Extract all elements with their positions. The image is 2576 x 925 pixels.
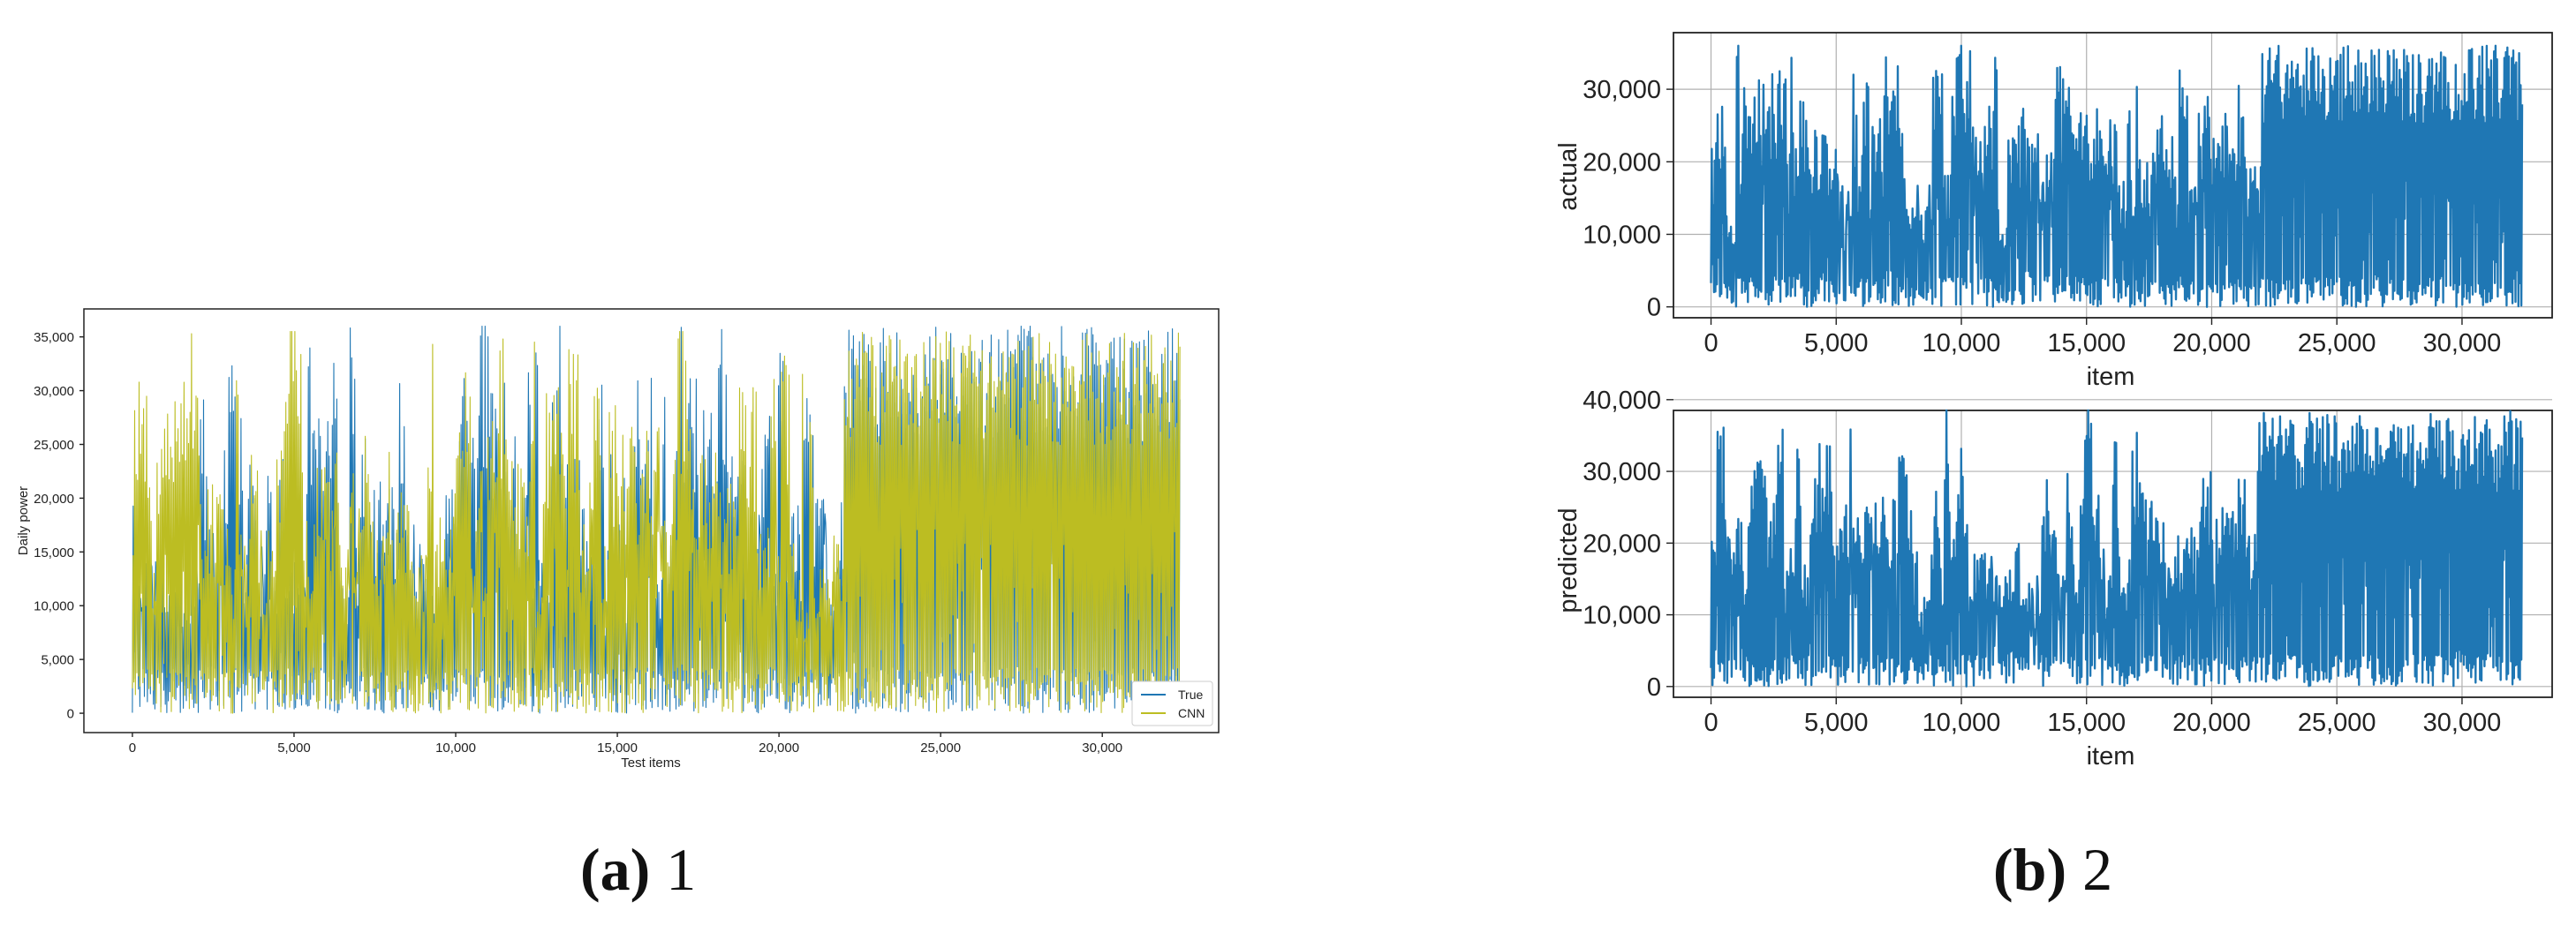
caption-b-text: 2	[2082, 836, 2112, 903]
panel-b-top-frame	[1673, 32, 2553, 319]
y-tick-label: 10,000	[1583, 602, 1661, 630]
y-tick-label: 15,000	[34, 545, 74, 560]
x-tick-label: 25,000	[2298, 329, 2376, 357]
x-tick-label: 15,000	[2047, 329, 2126, 357]
x-tick-label: 5,000	[277, 741, 311, 756]
y-tick-label: 10,000	[1583, 221, 1661, 249]
y-tick-label: 25,000	[34, 438, 74, 453]
series-line-main	[1710, 409, 2524, 688]
x-tick-label: 30,000	[2423, 709, 2502, 737]
x-tick-label: 30,000	[2423, 329, 2502, 357]
x-tick-label: 5,000	[1804, 329, 1869, 357]
panel-b-top-y-label: actual	[1554, 142, 1583, 210]
x-tick-label: 0	[1703, 709, 1718, 737]
y-tick-label: 40,000	[1583, 387, 1661, 415]
panel-a-chart: 0 5,000 10,000 15,000 20,000 25,000 30,000 35,0…	[16, 308, 1220, 771]
panel-a-legend: True CNN	[1131, 681, 1213, 726]
y-tick-label: 0	[67, 707, 74, 722]
panel-b-bottom-frame	[1673, 410, 2553, 698]
x-tick-label: 15,000	[597, 741, 638, 756]
panel-b-top-y-ticks: 0 10,000 20,000 30,000	[1583, 76, 1673, 322]
caption-a-letter: (a)	[580, 836, 650, 903]
legend-true-label: True	[1178, 688, 1203, 702]
caption-b: (b) 2	[1993, 836, 2112, 903]
legend-cnn-label: CNN	[1178, 706, 1205, 720]
y-tick-label: 35,000	[34, 330, 74, 345]
x-tick-label: 25,000	[920, 741, 961, 756]
caption-b-letter: (b)	[1993, 836, 2066, 903]
y-tick-label: 30,000	[1583, 458, 1661, 486]
x-tick-label: 0	[129, 741, 136, 756]
panel-b-bottom-y-ticks: 0 10,000 20,000 30,000 40,000	[1583, 387, 1673, 702]
panel-a-x-ticks: 0 5,000 10,000 15,000 20,000 25,000 30,000	[129, 733, 1122, 756]
panel-a-series-lines	[132, 325, 1181, 714]
x-tick-label: 0	[1703, 329, 1718, 357]
series-line-main	[1710, 44, 2524, 308]
y-tick-label: 20,000	[34, 492, 74, 507]
panel-a-y-label: Daily power	[16, 486, 31, 555]
panel-b-bottom-x-ticks: 0 5,000 10,000 15,000 20,000 25,000 30,000	[1703, 697, 2501, 737]
y-tick-label: 30,000	[34, 384, 74, 399]
x-tick-label: 10,000	[435, 741, 476, 756]
panel-b-top-x-ticks: 0 5,000 10,000 15,000 20,000 25,000 30,000	[1703, 318, 2501, 357]
panel-b-top-x-label: item	[2087, 363, 2135, 391]
panel-b-bottom-y-label: predicted	[1554, 508, 1583, 613]
x-tick-label: 20,000	[2172, 329, 2251, 357]
x-tick-label: 5,000	[1804, 709, 1869, 737]
x-tick-label: 20,000	[759, 741, 799, 756]
x-tick-label: 30,000	[1082, 741, 1122, 756]
panel-b-bottom-series-line	[1710, 409, 2524, 688]
x-tick-label: 10,000	[1923, 329, 2001, 357]
y-tick-label: 30,000	[1583, 76, 1661, 104]
x-tick-label: 20,000	[2172, 709, 2251, 737]
panel-b-bottom-x-label: item	[2087, 742, 2135, 771]
y-tick-label: 0	[1647, 673, 1661, 702]
series-line-cnn	[132, 331, 1181, 714]
x-tick-label: 25,000	[2298, 709, 2376, 737]
caption-a: (a) 1	[580, 836, 696, 903]
x-tick-label: 10,000	[1923, 709, 2001, 737]
caption-a-text: 1	[666, 836, 696, 903]
y-tick-label: 0	[1647, 294, 1661, 322]
panel-b-top-chart: 0 10,000 20,000 30,000 0 5,000 10,000 15,000 20…	[1554, 32, 2553, 391]
panel-b-bottom-chart: 0 10,000 20,000 30,000 40,000 0 5,000 10,000 15…	[1554, 387, 2553, 771]
y-tick-label: 20,000	[1583, 148, 1661, 177]
panel-b-top-series-line	[1710, 44, 2524, 308]
panel-a-x-label: Test items	[621, 756, 681, 771]
y-tick-label: 20,000	[1583, 530, 1661, 558]
y-tick-label: 5,000	[41, 653, 74, 668]
y-tick-label: 10,000	[34, 599, 74, 614]
panel-a-y-ticks: 0 5,000 10,000 15,000 20,000 25,000 30,000 35,0…	[34, 330, 84, 722]
x-tick-label: 15,000	[2047, 709, 2126, 737]
legend-box	[1131, 681, 1213, 726]
